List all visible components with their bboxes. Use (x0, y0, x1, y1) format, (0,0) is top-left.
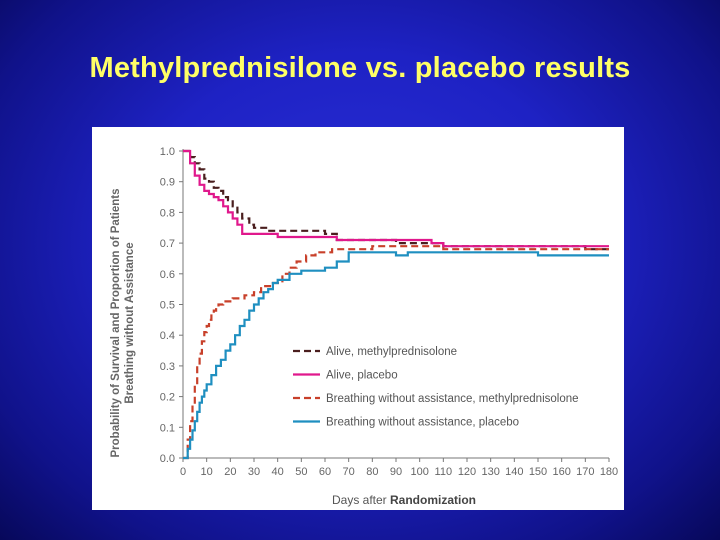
x-tick-label: 110 (435, 466, 453, 478)
x-axis-label-regular: Days after (332, 493, 390, 507)
x-tick-label: 150 (529, 466, 547, 478)
x-tick-label: 180 (600, 466, 618, 478)
legend-label: Alive, placebo (326, 370, 398, 382)
x-tick-label: 90 (390, 466, 402, 478)
x-tick-labels: 0 10 20 30 40 50 60 70 80 90 100 110 120 130 140 150 160… (180, 458, 618, 478)
x-tick-label: 40 (272, 466, 284, 478)
series-line-3 (183, 245, 609, 460)
legend-label: Alive, methylprednisolone (326, 346, 457, 358)
survival-chart: 0.0 0.1 0.2 0.3 0.4 0.5 0.6 0.7 0.8 0.9 1.0 0 10 20 3… (110, 146, 618, 507)
slide-title: Methylprednisilone vs. placebo results (89, 52, 631, 84)
x-tick-label: 20 (224, 466, 236, 478)
y-axis-label-line1: Probability of Survival and Proportion o… (110, 188, 122, 457)
x-tick-label: 70 (343, 466, 355, 478)
y-tick-label: 0.7 (160, 238, 175, 250)
x-tick-label: 80 (366, 466, 378, 478)
y-tick-label: 0.2 (160, 392, 175, 404)
chart-axes (182, 149, 609, 459)
x-tick-label: 30 (248, 466, 260, 478)
x-tick-label: 0 (180, 466, 186, 478)
y-tick-label: 0.1 (160, 422, 175, 434)
series-line-2 (183, 149, 609, 248)
x-tick-label: 100 (410, 466, 428, 478)
x-tick-label: 170 (576, 466, 594, 478)
x-tick-label: 130 (481, 466, 499, 478)
y-tick-label: 0.8 (160, 207, 175, 219)
x-tick-label: 50 (295, 466, 307, 478)
x-tick-label: 140 (505, 466, 523, 478)
series-lines (183, 149, 609, 460)
y-axis-label-line2: Breathing without Assistance (124, 242, 136, 403)
y-tick-label: 0.9 (160, 177, 175, 189)
chart-legend: Alive, methylprednisolone Alive, placebo B… (293, 346, 579, 429)
y-tick-label: 0.0 (160, 453, 175, 465)
legend-label: Breathing without assistance, methylpred… (326, 393, 579, 405)
y-tick-labels: 0.0 0.1 0.2 0.3 0.4 0.5 0.6 0.7 0.8 0.9 1.0 (160, 146, 183, 465)
x-tick-label: 120 (458, 466, 476, 478)
x-tick-label: 10 (201, 466, 213, 478)
x-axis-label: Days after Randomization (332, 493, 476, 507)
y-tick-label: 0.3 (160, 361, 175, 373)
x-tick-label: 60 (319, 466, 331, 478)
y-tick-label: 0.6 (160, 269, 175, 281)
y-tick-label: 0.4 (160, 330, 175, 342)
x-tick-label: 160 (552, 466, 570, 478)
y-tick-label: 0.5 (160, 300, 175, 312)
y-tick-label: 1.0 (160, 146, 175, 158)
chart-panel: 0.0 0.1 0.2 0.3 0.4 0.5 0.6 0.7 0.8 0.9 1.0 0 10 20 3… (92, 127, 624, 510)
series-line-4 (183, 251, 609, 460)
series-line-1 (183, 149, 609, 251)
legend-label: Breathing without assistance, placebo (326, 417, 519, 429)
x-axis-label-bold: Randomization (390, 493, 476, 507)
